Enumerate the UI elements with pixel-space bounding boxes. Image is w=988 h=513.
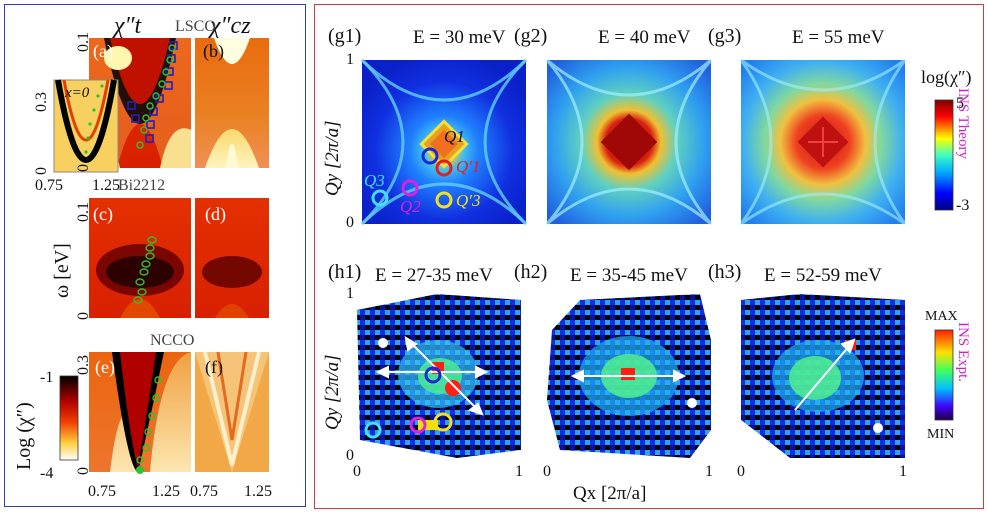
material-bi2212: Bi2212 <box>118 177 166 194</box>
theory-colorbar <box>934 99 954 211</box>
panel-f-map <box>195 351 269 472</box>
log-chi-colorbar-max: -1 <box>40 369 54 386</box>
q2-label: Q2 <box>400 197 421 216</box>
inset-x0-map <box>53 79 119 173</box>
inset-x-tick-right: 1.25 <box>92 177 120 194</box>
col-header-a: χ″t <box>114 13 142 39</box>
q3-label: Q3 <box>364 171 385 190</box>
g3-label: (g3) <box>708 25 742 47</box>
g3-energy: E = 55 meV <box>792 27 885 48</box>
inset-label: x=0 <box>65 85 90 101</box>
panel-g3-map <box>739 58 907 226</box>
expt-colorbar-max: MAX <box>925 309 958 324</box>
panel-h1-q-circles <box>364 366 453 439</box>
ins-theory-label: INS Theory <box>955 88 971 159</box>
g1-energy: E = 30 meV <box>413 27 506 48</box>
h3-x-tick-0: 0 <box>737 463 745 480</box>
g-y-axis-label: Qy [2π/a] <box>322 120 343 197</box>
panel-g1-map <box>360 58 528 226</box>
theory-colorbar-max: 5 <box>956 95 964 112</box>
panel-g1-q-circles <box>371 147 453 209</box>
h1-energy: E = 27-35 meV <box>375 265 493 286</box>
g2-label: (g2) <box>514 25 548 47</box>
ins-expt-label: INS Expt. <box>955 322 971 382</box>
panel-b-label: (b) <box>203 41 224 61</box>
g1-label: (g1) <box>328 25 362 47</box>
panel-g2-map <box>545 58 713 226</box>
x-tick-2: 1.25 <box>152 483 180 500</box>
panel-e-data-point <box>136 466 144 474</box>
x-axis-label: Qx [2π/a] <box>573 483 647 504</box>
panel-h3-arrow <box>794 338 856 411</box>
expt-colorbar-min: MIN <box>927 427 955 442</box>
panel-h2-arrows <box>570 369 687 383</box>
log-chi-colorbar-min: -4 <box>40 465 54 482</box>
q3p-label: Q′3 <box>456 191 481 210</box>
expt-colorbar <box>934 329 954 421</box>
x-tick-4: 1.25 <box>244 483 272 500</box>
panel-a-label: (a) <box>93 41 113 61</box>
panel-d-map <box>195 198 269 318</box>
q1-label: Q1 <box>444 127 465 146</box>
h2-label: (h2) <box>514 261 548 283</box>
col-header-b: χ″cz <box>210 13 251 39</box>
theory-colorbar-title: log(χ″) <box>921 67 972 87</box>
panel-c-map <box>89 198 191 318</box>
g-y-tick-0: 0 <box>346 214 354 231</box>
theory-colorbar-min: -3 <box>956 197 970 214</box>
log-chi-colorbar <box>59 375 79 461</box>
panel-f-label: (f) <box>205 357 223 377</box>
panel-e-map <box>89 352 191 472</box>
panel-c-label: (c) <box>93 204 113 224</box>
g-y-tick-1: 1 <box>346 51 354 68</box>
panel-e-label: (e) <box>95 357 115 377</box>
h-y-axis-label: Qy [2π/a] <box>322 354 343 431</box>
panel-a-data-circles <box>136 44 176 149</box>
h2-energy: E = 35-45 meV <box>570 265 688 286</box>
q1p-label: Q′1 <box>456 157 481 176</box>
h-y-tick-1: 1 <box>346 285 354 302</box>
h3-x-tick-1: 1 <box>899 463 907 480</box>
h2-x-tick-0: 0 <box>543 463 551 480</box>
right-figure-frame <box>314 4 984 509</box>
material-ncco: NCCO <box>150 332 195 349</box>
material-lsco: LSCO <box>175 18 216 35</box>
h2-x-tick-1: 1 <box>705 463 713 480</box>
h3-energy: E = 52-59 meV <box>764 265 882 286</box>
panel-d-label: (d) <box>205 204 226 224</box>
h3-label: (h3) <box>708 261 742 283</box>
panel-c-data-circles <box>133 236 157 304</box>
panel-e-data-circles <box>136 376 162 464</box>
g2-energy: E = 40 meV <box>598 27 691 48</box>
h1-label: (h1) <box>328 261 362 283</box>
panel-b-map <box>195 38 269 168</box>
panel-h1-arrows <box>375 336 489 416</box>
h-y-tick-0: 0 <box>346 447 354 464</box>
h1-x-tick-1: 1 <box>515 463 523 480</box>
inset-x-tick-left: 0.75 <box>35 177 63 194</box>
x-tick-3: 0.75 <box>190 483 218 500</box>
h1-x-tick-0: 0 <box>353 463 361 480</box>
left-figure-frame <box>4 4 306 507</box>
x-tick-1: 0.75 <box>88 483 116 500</box>
